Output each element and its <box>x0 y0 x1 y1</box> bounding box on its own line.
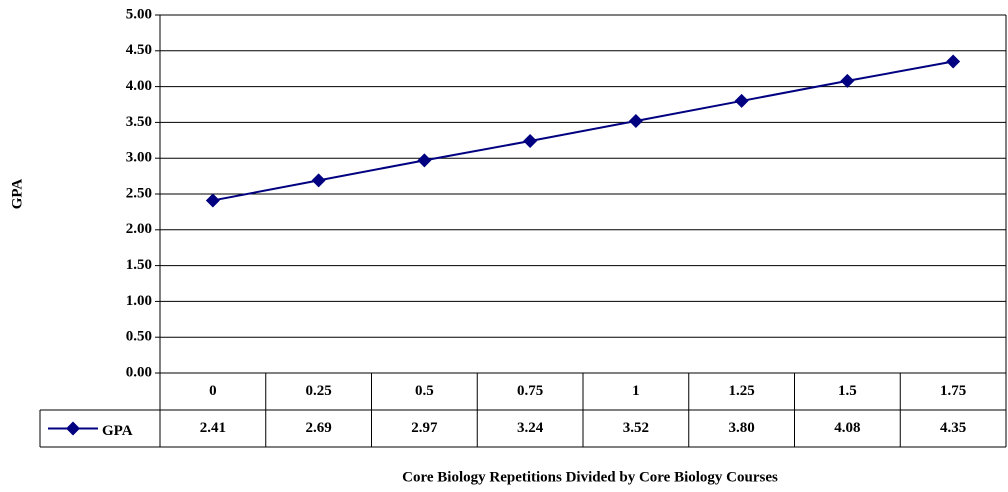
x-tick-label: 0.25 <box>306 383 332 399</box>
data-point <box>417 153 432 168</box>
data-point <box>840 73 855 88</box>
data-point <box>946 54 961 69</box>
data-point <box>311 173 326 188</box>
y-tick-label: 4.00 <box>126 78 152 94</box>
y-tick-label: 3.00 <box>126 150 152 166</box>
data-table-value: 3.52 <box>623 420 649 436</box>
legend-marker <box>66 421 80 436</box>
y-tick-label: 1.50 <box>126 257 152 273</box>
y-tick-label: 0.00 <box>126 364 152 380</box>
data-table-value: 2.41 <box>200 420 226 436</box>
y-axis-title: GPA <box>9 179 25 210</box>
y-tick-label: 5.00 <box>126 6 152 22</box>
x-tick-label: 1.75 <box>940 383 966 399</box>
x-axis-title: Core Biology Repetitions Divided by Core… <box>402 469 778 485</box>
x-tick-label: 0.5 <box>415 383 434 399</box>
y-tick-label: 0.50 <box>126 329 152 345</box>
y-tick-label: 3.50 <box>126 114 152 130</box>
y-tick-label: 4.50 <box>126 42 152 58</box>
x-tick-label: 0 <box>209 383 217 399</box>
data-table-value: 2.69 <box>306 420 332 436</box>
x-tick-label: 0.75 <box>517 383 543 399</box>
data-table-value: 3.80 <box>729 420 755 436</box>
x-tick-label: 1.5 <box>838 383 857 399</box>
data-table-value: 4.08 <box>834 420 860 436</box>
y-tick-label: 2.00 <box>126 221 152 237</box>
data-point <box>205 193 220 208</box>
y-tick-label: 2.50 <box>126 185 152 201</box>
legend-label: GPA <box>102 423 133 439</box>
data-table-value: 4.35 <box>940 420 966 436</box>
x-tick-label: 1 <box>632 383 640 399</box>
data-point <box>734 93 749 108</box>
data-point <box>628 113 643 128</box>
x-tick-label: 1.25 <box>729 383 755 399</box>
y-tick-label: 1.00 <box>126 293 152 309</box>
data-table-value: 2.97 <box>411 420 438 436</box>
data-line <box>212 60 954 202</box>
data-table-value: 3.24 <box>517 420 544 436</box>
data-point <box>523 134 538 149</box>
